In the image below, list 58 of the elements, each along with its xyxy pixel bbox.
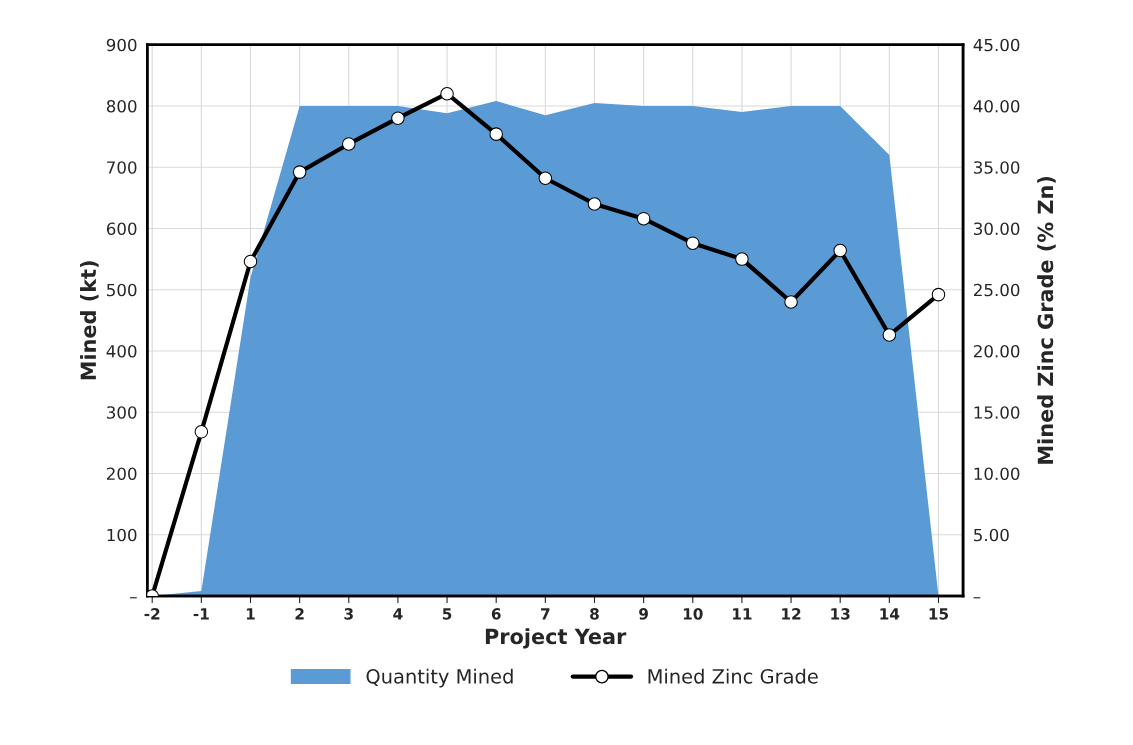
point [686, 236, 700, 250]
y-tick-label: – [130, 597, 137, 599]
y-tick-label: 100 [107, 528, 137, 542]
x-tick-label: 10 [683, 608, 703, 620]
x-tick-label: -1 [193, 608, 209, 620]
y-tick-label: 200 [106, 467, 137, 481]
x-tick-label: 2 [295, 608, 304, 620]
point [391, 111, 405, 125]
x-tick-label: 8 [590, 608, 599, 620]
point [931, 287, 946, 302]
y2-tick-label: 5.00 [974, 528, 1009, 542]
y-tick-label: 600 [106, 222, 137, 236]
x-tick-label: 13 [831, 608, 850, 620]
y2-tick-label: 45.00 [973, 38, 1020, 52]
y2-tick-label: 35.00 [974, 161, 1020, 174]
y-tick-label: 900 [106, 38, 137, 52]
point [735, 252, 749, 266]
y-tick-label: 500 [107, 283, 137, 297]
x-axis-title: Project Year [485, 628, 627, 649]
y-axis-title: Mined (kt) [80, 261, 99, 380]
y-tick-label: 700 [107, 161, 137, 174]
x-tick-label: 3 [344, 608, 353, 620]
y-tick-label: 400 [106, 344, 137, 358]
point [784, 295, 798, 309]
x-tick-label: 9 [639, 608, 648, 620]
x-tick-label: 6 [491, 608, 501, 620]
y2-tick-label: 25.00 [973, 283, 1020, 297]
point [587, 197, 602, 211]
y2-tick-label: 10.00 [974, 467, 1020, 481]
y-tick-label: 300 [107, 406, 137, 419]
y2-tick-label: 20.00 [973, 344, 1020, 358]
y2-tick-label: 30.00 [974, 222, 1020, 236]
x-tick-label: 1 [246, 608, 255, 620]
point [636, 211, 651, 226]
x-tick-label: 15 [929, 608, 949, 620]
point [342, 137, 356, 151]
y2-tick-label: – [973, 597, 981, 599]
x-tick-label: 11 [733, 608, 752, 620]
point [882, 328, 897, 342]
x-tick-label: 12 [782, 608, 801, 620]
y-tick-label: 800 [106, 99, 137, 113]
y2-tick-label: 40.00 [973, 99, 1020, 113]
y2-axis-title: Mined Zinc Grade (% Zn) [1037, 176, 1056, 464]
x-tick-label: -2 [144, 608, 160, 620]
y2-tick-label: 15.00 [974, 406, 1020, 419]
legend-label: Quantity Mined [366, 668, 513, 688]
legend-label: Mined Zinc Grade [648, 668, 818, 684]
point [833, 243, 847, 258]
point [292, 165, 307, 179]
point [440, 86, 454, 101]
point [243, 254, 258, 269]
x-tick-label: 4 [393, 608, 403, 620]
point [194, 425, 209, 439]
x-tick-label: 5 [442, 608, 452, 620]
x-tick-label: 7 [541, 608, 550, 620]
point [538, 171, 553, 186]
point [489, 127, 503, 141]
x-tick-label: 14 [880, 608, 900, 620]
